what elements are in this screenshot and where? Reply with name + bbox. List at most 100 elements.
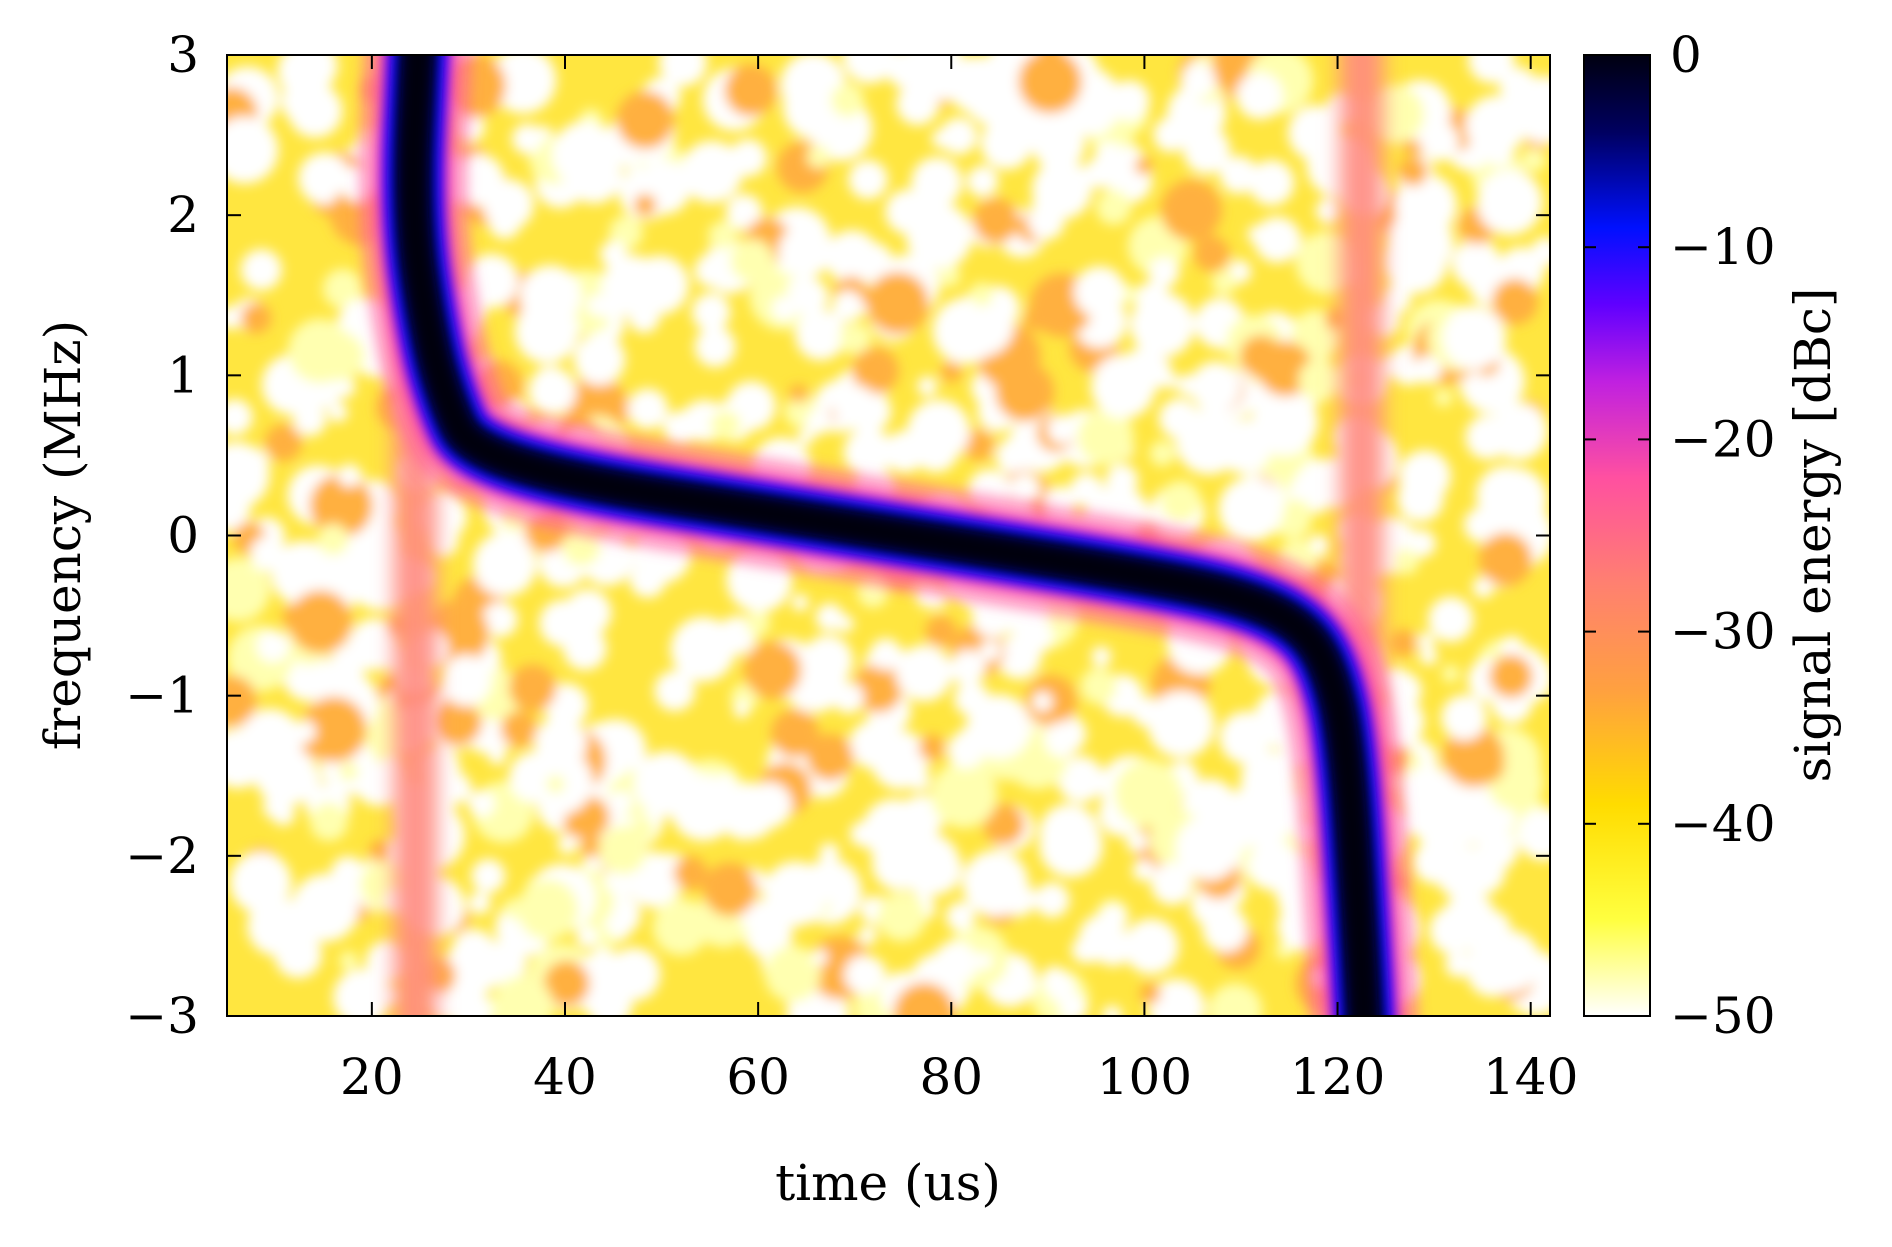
noise-blob xyxy=(543,960,590,1007)
noise-blob xyxy=(1248,160,1295,206)
noise-blob xyxy=(733,701,750,718)
noise-blob xyxy=(852,347,899,395)
noise-blob xyxy=(945,901,976,932)
noise-blob xyxy=(317,523,349,556)
noise-blob xyxy=(885,189,930,235)
x-tick-label: 20 xyxy=(340,1048,404,1106)
noise-blob xyxy=(619,166,673,220)
noise-blob xyxy=(730,239,774,283)
noise-blob xyxy=(1207,983,1263,1016)
noise-blob xyxy=(432,696,483,746)
noise-blob xyxy=(725,194,763,231)
y-tick-label: 3 xyxy=(167,26,199,84)
noise-blob xyxy=(932,297,999,365)
noise-blob xyxy=(811,949,828,966)
noise-blob xyxy=(1441,694,1487,741)
noise-blob xyxy=(1057,756,1104,803)
noise-blob xyxy=(933,941,978,986)
noise-blob xyxy=(896,82,940,126)
noise-blob xyxy=(1091,354,1156,419)
noise-blob xyxy=(1288,105,1344,161)
noise-blob xyxy=(294,765,321,792)
noise-blob xyxy=(1077,936,1104,963)
noise-blob xyxy=(288,318,353,384)
noise-blob xyxy=(517,879,579,941)
noise-blob xyxy=(472,532,537,597)
noise-blob xyxy=(1446,868,1477,898)
noise-blob xyxy=(995,447,1013,465)
noise-blob xyxy=(832,290,864,322)
trace-core xyxy=(399,55,1379,1016)
noise-blob xyxy=(227,116,279,184)
noise-blob xyxy=(237,708,303,775)
noise-blob xyxy=(918,734,945,761)
x-tick-label: 80 xyxy=(919,1048,983,1106)
noise-blob xyxy=(694,254,727,287)
noise-blob xyxy=(940,117,978,155)
noise-blob xyxy=(1190,361,1242,413)
noise-blob xyxy=(848,159,888,200)
noise-blob xyxy=(1248,840,1299,891)
noise-blob xyxy=(886,55,926,89)
noise-blob xyxy=(975,952,993,970)
noise-blob xyxy=(1389,629,1417,657)
noise-blob xyxy=(1398,156,1428,186)
noise-blob xyxy=(770,709,819,758)
noise-blob xyxy=(805,410,831,436)
noise-blob xyxy=(450,989,494,1016)
noise-blob xyxy=(673,856,708,890)
noise-blob xyxy=(250,536,286,572)
noise-blob xyxy=(1080,667,1117,705)
colorbar-tick-label: −10 xyxy=(1670,218,1776,276)
noise-blob xyxy=(601,255,663,316)
noise-blob xyxy=(966,694,1032,759)
noise-blob xyxy=(256,629,290,663)
noise-blob xyxy=(1202,906,1248,953)
noise-blob xyxy=(680,140,743,203)
x-ticks: 20 40 60 80 100 120 140 xyxy=(340,55,1578,1106)
noise-blob xyxy=(1456,795,1476,815)
noise-blob xyxy=(1489,402,1548,461)
noise-blob xyxy=(1428,596,1474,643)
noise-blob xyxy=(654,670,696,712)
noise-blob xyxy=(227,557,271,622)
noise-blob xyxy=(1114,759,1182,827)
noise-blob xyxy=(1109,80,1150,121)
noise-blob xyxy=(309,474,373,538)
noise-blob xyxy=(534,716,587,770)
noise-blob xyxy=(1032,691,1053,712)
noise-blob xyxy=(1467,932,1518,984)
noise-blob xyxy=(807,145,830,169)
noise-blob xyxy=(440,654,492,707)
noise-blob xyxy=(488,206,521,239)
noise-blob xyxy=(298,152,351,205)
noise-blob xyxy=(1074,266,1126,318)
noise-blob xyxy=(1132,859,1155,882)
noise-blob xyxy=(1018,55,1082,114)
x-tick-label: 100 xyxy=(1097,1048,1192,1106)
noise-blob xyxy=(482,601,518,638)
noise-blob xyxy=(963,429,995,461)
noise-blob xyxy=(826,655,852,680)
noise-blob xyxy=(1315,197,1342,224)
colorbar-tick-label: −20 xyxy=(1670,410,1776,468)
noise-blob xyxy=(1219,155,1258,194)
noise-blob xyxy=(819,843,840,863)
noise-blob xyxy=(1091,646,1112,667)
noise-blob xyxy=(853,242,894,283)
noise-blob xyxy=(710,410,741,441)
noise-blob xyxy=(862,798,926,863)
noise-blob xyxy=(866,272,929,335)
noise-blob xyxy=(468,891,491,915)
x-tick-label: 120 xyxy=(1290,1048,1385,1106)
noise-blob xyxy=(528,367,577,416)
noise-blob xyxy=(764,945,821,1002)
noise-blob xyxy=(443,939,501,997)
noise-blob xyxy=(925,615,957,647)
noise-blob xyxy=(1472,576,1495,598)
noise-blob xyxy=(1001,882,1036,917)
noise-blob xyxy=(1148,257,1180,288)
noise-blob xyxy=(1135,157,1153,175)
noise-blob xyxy=(240,249,282,291)
noise-blob xyxy=(833,682,865,714)
